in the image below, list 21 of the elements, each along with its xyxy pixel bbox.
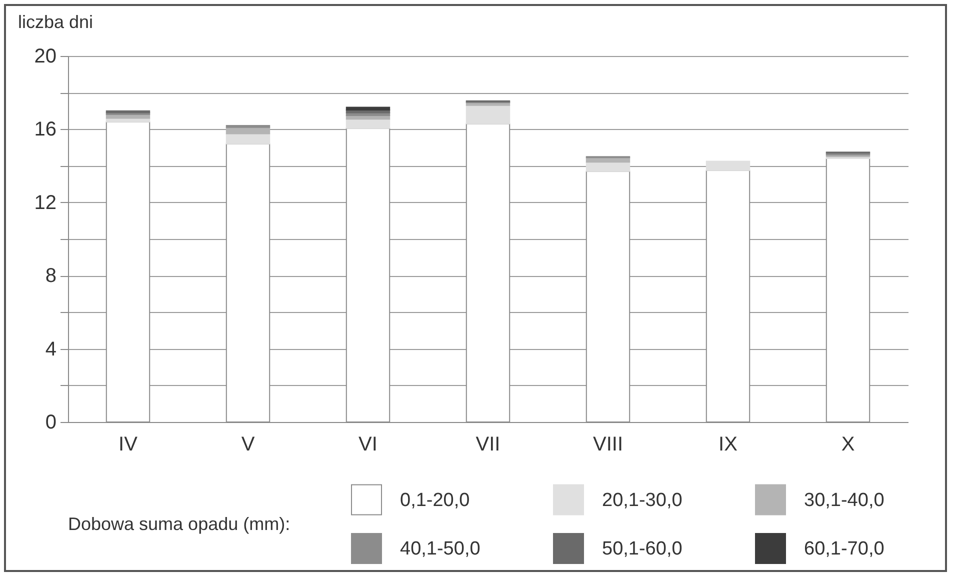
legend-label: 0,1-20,0: [400, 490, 470, 511]
x-tick-label: VI: [358, 434, 378, 456]
y-tick-label: 8: [45, 265, 56, 288]
x-tick-label: VII: [476, 434, 500, 456]
legend-label: 20,1-30,0: [602, 490, 682, 511]
x-tick-label: IV: [118, 434, 138, 456]
legend-label: 30,1-40,0: [804, 490, 884, 511]
legend-label: 50,1-60,0: [602, 538, 682, 560]
x-tick-label: X: [841, 434, 855, 456]
legend-label: 60,1-70,0: [804, 538, 884, 560]
y-tick-label: 4: [45, 338, 56, 360]
legend-label: 40,1-50,0: [400, 538, 480, 560]
y-tick-label: 0: [45, 412, 56, 434]
x-tick-label: VIII: [592, 434, 624, 456]
y-tick-label: 16: [34, 118, 56, 141]
legend-title: Dobowa suma opadu (mm):: [68, 514, 290, 534]
x-tick-label: IX: [718, 434, 738, 456]
x-tick-label: V: [241, 434, 256, 456]
y-tick-label: 20: [34, 46, 56, 68]
y-tick-label: 12: [34, 192, 56, 214]
y-axis-title: liczba dni: [18, 12, 94, 32]
